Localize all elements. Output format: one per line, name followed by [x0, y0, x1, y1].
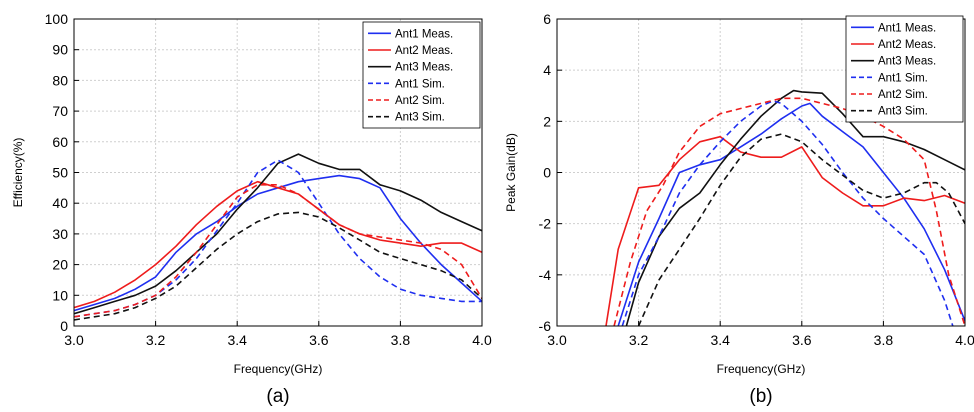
legend-label: Ant2 Meas. — [878, 39, 936, 51]
legend: Ant1 Meas. Ant2 Meas. Ant3 Meas. Ant1 Sim. A… — [845, 15, 964, 123]
x-tick-label: 3.8 — [391, 332, 411, 348]
x-tick-label: 4.0 — [472, 332, 492, 348]
x-tick-label: 4.0 — [955, 332, 974, 348]
y-tick-label: 2 — [543, 113, 551, 129]
legend-label: Ant2 Sim. — [395, 95, 445, 107]
legend-box — [845, 15, 964, 123]
x-tick-label: 3.6 — [792, 332, 812, 348]
y-tick-label: 40 — [52, 195, 68, 211]
y-tick-label: 4 — [543, 62, 551, 78]
legend-label: Ant1 Sim. — [395, 78, 445, 90]
series-line-6 — [637, 133, 965, 326]
tick-group: 3.0 3.2 3.4 3.6 3.8 4.0 -6 -4 -2 0 2 4 6 — [539, 11, 974, 348]
y-tick-label: 50 — [52, 165, 68, 181]
y-tick-label: 10 — [52, 287, 68, 303]
legend-label: Ant1 Meas. — [878, 22, 936, 34]
efficiency-chart-panel: 3.0 3.2 3.4 3.6 3.8 4.0 0 10 20 30 40 50 60 70 80 90 100… — [11, 11, 492, 407]
legend-label: Ant3 Meas. — [395, 62, 453, 74]
y-tick-label: -4 — [539, 267, 552, 283]
series-group — [605, 89, 965, 326]
legend-label: Ant1 Sim. — [878, 72, 928, 84]
x-axis-title: Frequency(GHz) — [234, 362, 323, 376]
series-line-4 — [621, 100, 954, 326]
x-tick-label: 3.2 — [629, 332, 649, 348]
tick-group: 3.0 3.2 3.4 3.6 3.8 4.0 0 10 20 30 40 50 60 70 80 90 100 — [45, 11, 492, 348]
y-tick-label: 20 — [52, 257, 68, 273]
series-line-3 — [625, 89, 965, 326]
y-tick-label: 100 — [45, 11, 69, 27]
legend-label: Ant2 Sim. — [878, 89, 928, 101]
legend-label: Ant3 Meas. — [878, 56, 936, 68]
x-tick-label: 3.4 — [710, 332, 730, 348]
panel-label: (b) — [749, 386, 772, 407]
series-line-5 — [74, 184, 482, 318]
y-axis-title: Efficiency(%) — [11, 138, 25, 208]
y-tick-label: 80 — [52, 72, 68, 88]
y-tick-label: 0 — [543, 165, 551, 181]
y-tick-label: 0 — [60, 318, 68, 334]
legend-box — [362, 21, 481, 129]
x-tick-label: 3.8 — [874, 332, 894, 348]
x-tick-label: 3.0 — [547, 332, 567, 348]
y-tick-label: 60 — [52, 134, 68, 150]
legend-label: Ant3 Sim. — [878, 106, 928, 118]
y-tick-label: 30 — [52, 226, 68, 242]
x-axis-title: Frequency(GHz) — [717, 362, 806, 376]
series-line-2 — [605, 135, 965, 326]
y-axis-title: Peak Gain(dB) — [504, 133, 518, 212]
legend-label: Ant2 Meas. — [395, 45, 453, 57]
y-tick-label: 6 — [543, 11, 551, 27]
legend: Ant1 Meas. Ant2 Meas. Ant3 Meas. Ant1 Sim. A… — [362, 21, 481, 129]
series-line-3 — [74, 153, 482, 315]
series-group — [74, 153, 482, 321]
legend-label: Ant1 Meas. — [395, 28, 453, 40]
x-tick-label: 3.0 — [64, 332, 84, 348]
series-line-6 — [74, 211, 482, 321]
y-tick-label: 70 — [52, 103, 68, 119]
panel-label: (a) — [266, 386, 289, 407]
legend-label: Ant3 Sim. — [395, 112, 445, 124]
series-line-4 — [74, 159, 482, 318]
y-tick-label: -2 — [539, 216, 552, 232]
series-line-2 — [74, 180, 482, 309]
x-tick-label: 3.6 — [309, 332, 329, 348]
x-tick-label: 3.2 — [146, 332, 166, 348]
y-tick-label: -6 — [539, 318, 552, 334]
series-line-5 — [613, 97, 965, 326]
x-tick-label: 3.4 — [227, 332, 247, 348]
series-line-1 — [617, 102, 965, 326]
y-tick-label: 90 — [52, 42, 68, 58]
